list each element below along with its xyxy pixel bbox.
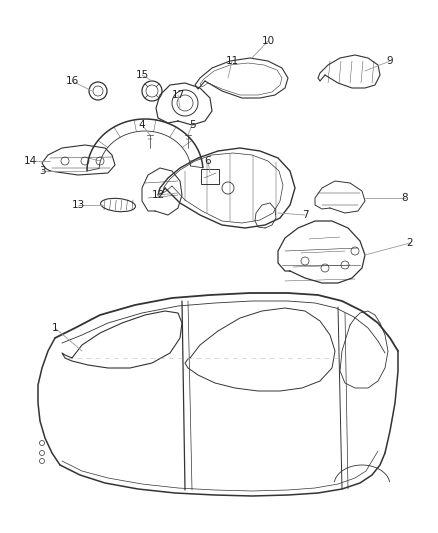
Text: 12: 12 <box>152 190 165 200</box>
Text: 14: 14 <box>23 156 37 166</box>
Text: 16: 16 <box>65 76 79 86</box>
Text: 2: 2 <box>407 238 413 248</box>
Text: 17: 17 <box>171 90 185 100</box>
Text: 8: 8 <box>402 193 408 203</box>
Text: 7: 7 <box>302 210 308 220</box>
Text: 4: 4 <box>139 120 145 130</box>
Text: 1: 1 <box>52 323 58 333</box>
Text: 3: 3 <box>39 166 45 176</box>
Text: 5: 5 <box>189 120 195 130</box>
Text: 11: 11 <box>226 56 239 66</box>
Text: 10: 10 <box>261 36 275 46</box>
Text: 13: 13 <box>71 200 85 210</box>
Text: 6: 6 <box>205 156 211 166</box>
Text: 15: 15 <box>135 70 148 80</box>
Text: 9: 9 <box>387 56 393 66</box>
